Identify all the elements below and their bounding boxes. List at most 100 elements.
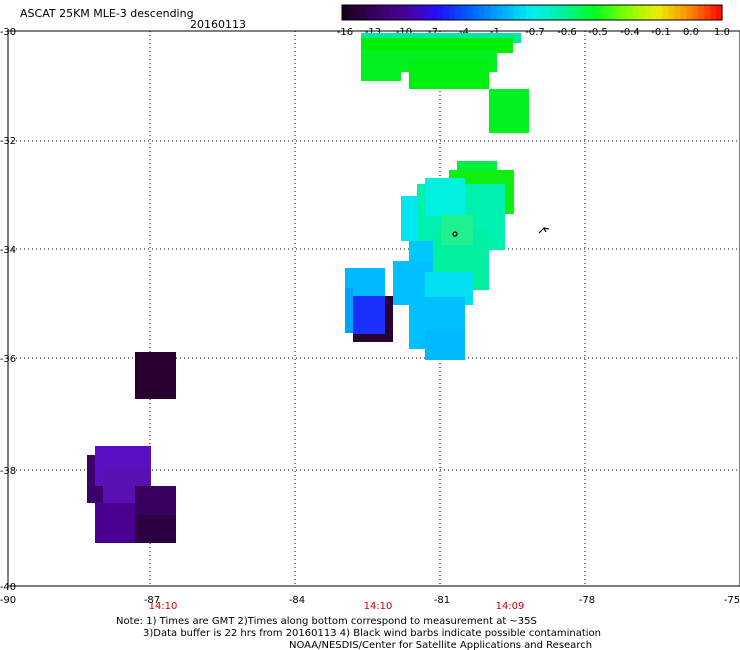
colorbar-label: -4 (459, 27, 469, 38)
colorbar-segment (710, 5, 717, 20)
colorbar-segment (484, 5, 492, 20)
colorbar-segment (537, 5, 545, 20)
colorbar-label: -0.7 (525, 27, 545, 38)
colorbar-label: -0.1 (651, 27, 671, 38)
colorbar-segment (395, 5, 402, 20)
x-label: -81 (434, 595, 450, 606)
colorbar-segment (632, 5, 640, 20)
colorbar-segment (686, 5, 693, 20)
swath-cell (441, 215, 473, 245)
colorbar-segment (579, 5, 587, 20)
colorbar-segment (478, 5, 486, 20)
swath-cell (425, 330, 465, 360)
y-label: -32 (0, 136, 16, 147)
x-label: -84 (289, 595, 305, 606)
x-label: -75 (724, 595, 740, 606)
colorbar-segment (490, 5, 497, 20)
colorbar-segment (419, 5, 426, 20)
colorbar: -16 -13 -10 -7 -4 -1 -0.7 -0.6 -0.5 -0.4 -0.1 0.0 1.… (337, 4, 730, 38)
colorbar-segment (377, 5, 385, 20)
barb-marker (538, 227, 550, 234)
colorbar-label: -1 (490, 27, 500, 38)
colorbar-segment (680, 5, 687, 20)
wind-swath (87, 33, 529, 543)
colorbar-label: -0.6 (557, 27, 577, 38)
time-label: 14:10 (364, 601, 393, 612)
colorbar-segment (573, 5, 581, 20)
colorbar-segment (532, 5, 539, 20)
wind-barbs (452, 227, 550, 237)
colorbar-segment (401, 5, 408, 20)
colorbar-segment (359, 5, 367, 20)
colorbar-segment (342, 5, 349, 20)
colorbar-segment (365, 5, 373, 20)
footnotes: Note: 1) Times are GMT 2)Times along bot… (116, 616, 601, 650)
colorbar-label: -16 (337, 27, 353, 38)
time-label: 14:09 (496, 601, 525, 612)
colorbar-segment (431, 5, 438, 20)
colorbar-label: 1.0 (714, 27, 730, 38)
colorbar-segment (716, 5, 723, 20)
swath-cell (361, 38, 513, 53)
time-label: 14:10 (149, 601, 178, 612)
colorbar-label: -7 (428, 27, 438, 38)
colorbar-segment (638, 5, 646, 20)
colorbar-label: -0.4 (620, 27, 640, 38)
colorbar-segment (597, 5, 604, 20)
colorbar-segment (615, 5, 622, 20)
colorbar-label: -10 (396, 27, 412, 38)
colorbar-segment (591, 5, 598, 20)
colorbar-segment (692, 5, 699, 20)
colorbar-label: 0.0 (683, 27, 699, 38)
colorbar-segment (698, 5, 705, 20)
colorbar-segment (347, 5, 355, 20)
colorbar-segment (508, 5, 515, 20)
colorbar-segment (549, 5, 557, 20)
note-line: 3)Data buffer is 22 hrs from 20160113 4)… (143, 628, 601, 639)
colorbar-segment (609, 5, 616, 20)
colorbar-segment (502, 5, 509, 20)
note-line: Note: 1) Times are GMT 2)Times along bot… (116, 616, 537, 627)
swath-cell (345, 288, 353, 333)
y-label: -38 (0, 466, 16, 477)
colorbar-segment (413, 5, 420, 20)
colorbar-segment (383, 5, 391, 20)
map-title: ASCAT 25KM MLE-3 descending (20, 7, 194, 20)
y-label: -40 (0, 582, 16, 593)
colorbar-segment (561, 5, 569, 20)
swath-cell (135, 515, 176, 543)
colorbar-segment (555, 5, 563, 20)
swath-cell (489, 89, 529, 133)
colorbar-segment (704, 5, 711, 20)
note-line: NOAA/NESDIS/Center for Satellite Applica… (289, 640, 592, 650)
colorbar-segment (448, 5, 456, 20)
colorbar-segment (371, 5, 379, 20)
colorbar-label: -0.5 (588, 27, 608, 38)
y-axis-labels: -30 -32 -34 -36 -38 -40 (0, 27, 16, 593)
colorbar-segment (466, 5, 474, 20)
swath-cell (409, 60, 489, 89)
colorbar-segment (442, 5, 450, 20)
colorbar-segment (454, 5, 462, 20)
colorbar-segment (496, 5, 503, 20)
colorbar-segment (407, 5, 414, 20)
colorbar-segment (650, 5, 658, 20)
y-label: -30 (0, 27, 16, 38)
colorbar-segment (644, 5, 652, 20)
y-label: -36 (0, 354, 16, 365)
colorbar-segment (472, 5, 480, 20)
colorbar-segment (567, 5, 575, 20)
graticule (8, 31, 740, 586)
colorbar-segment (662, 5, 670, 20)
colorbar-segment (520, 5, 527, 20)
colorbar-segment (425, 5, 432, 20)
colorbar-segment (514, 5, 521, 20)
x-label: -87 (144, 595, 160, 606)
x-label: -90 (0, 595, 16, 606)
swath-cell (353, 296, 385, 334)
colorbar-segment (668, 5, 676, 20)
measurement-times: 14:10 14:10 14:09 (149, 601, 525, 612)
colorbar-segment (543, 5, 551, 20)
colorbar-segment (389, 5, 397, 20)
